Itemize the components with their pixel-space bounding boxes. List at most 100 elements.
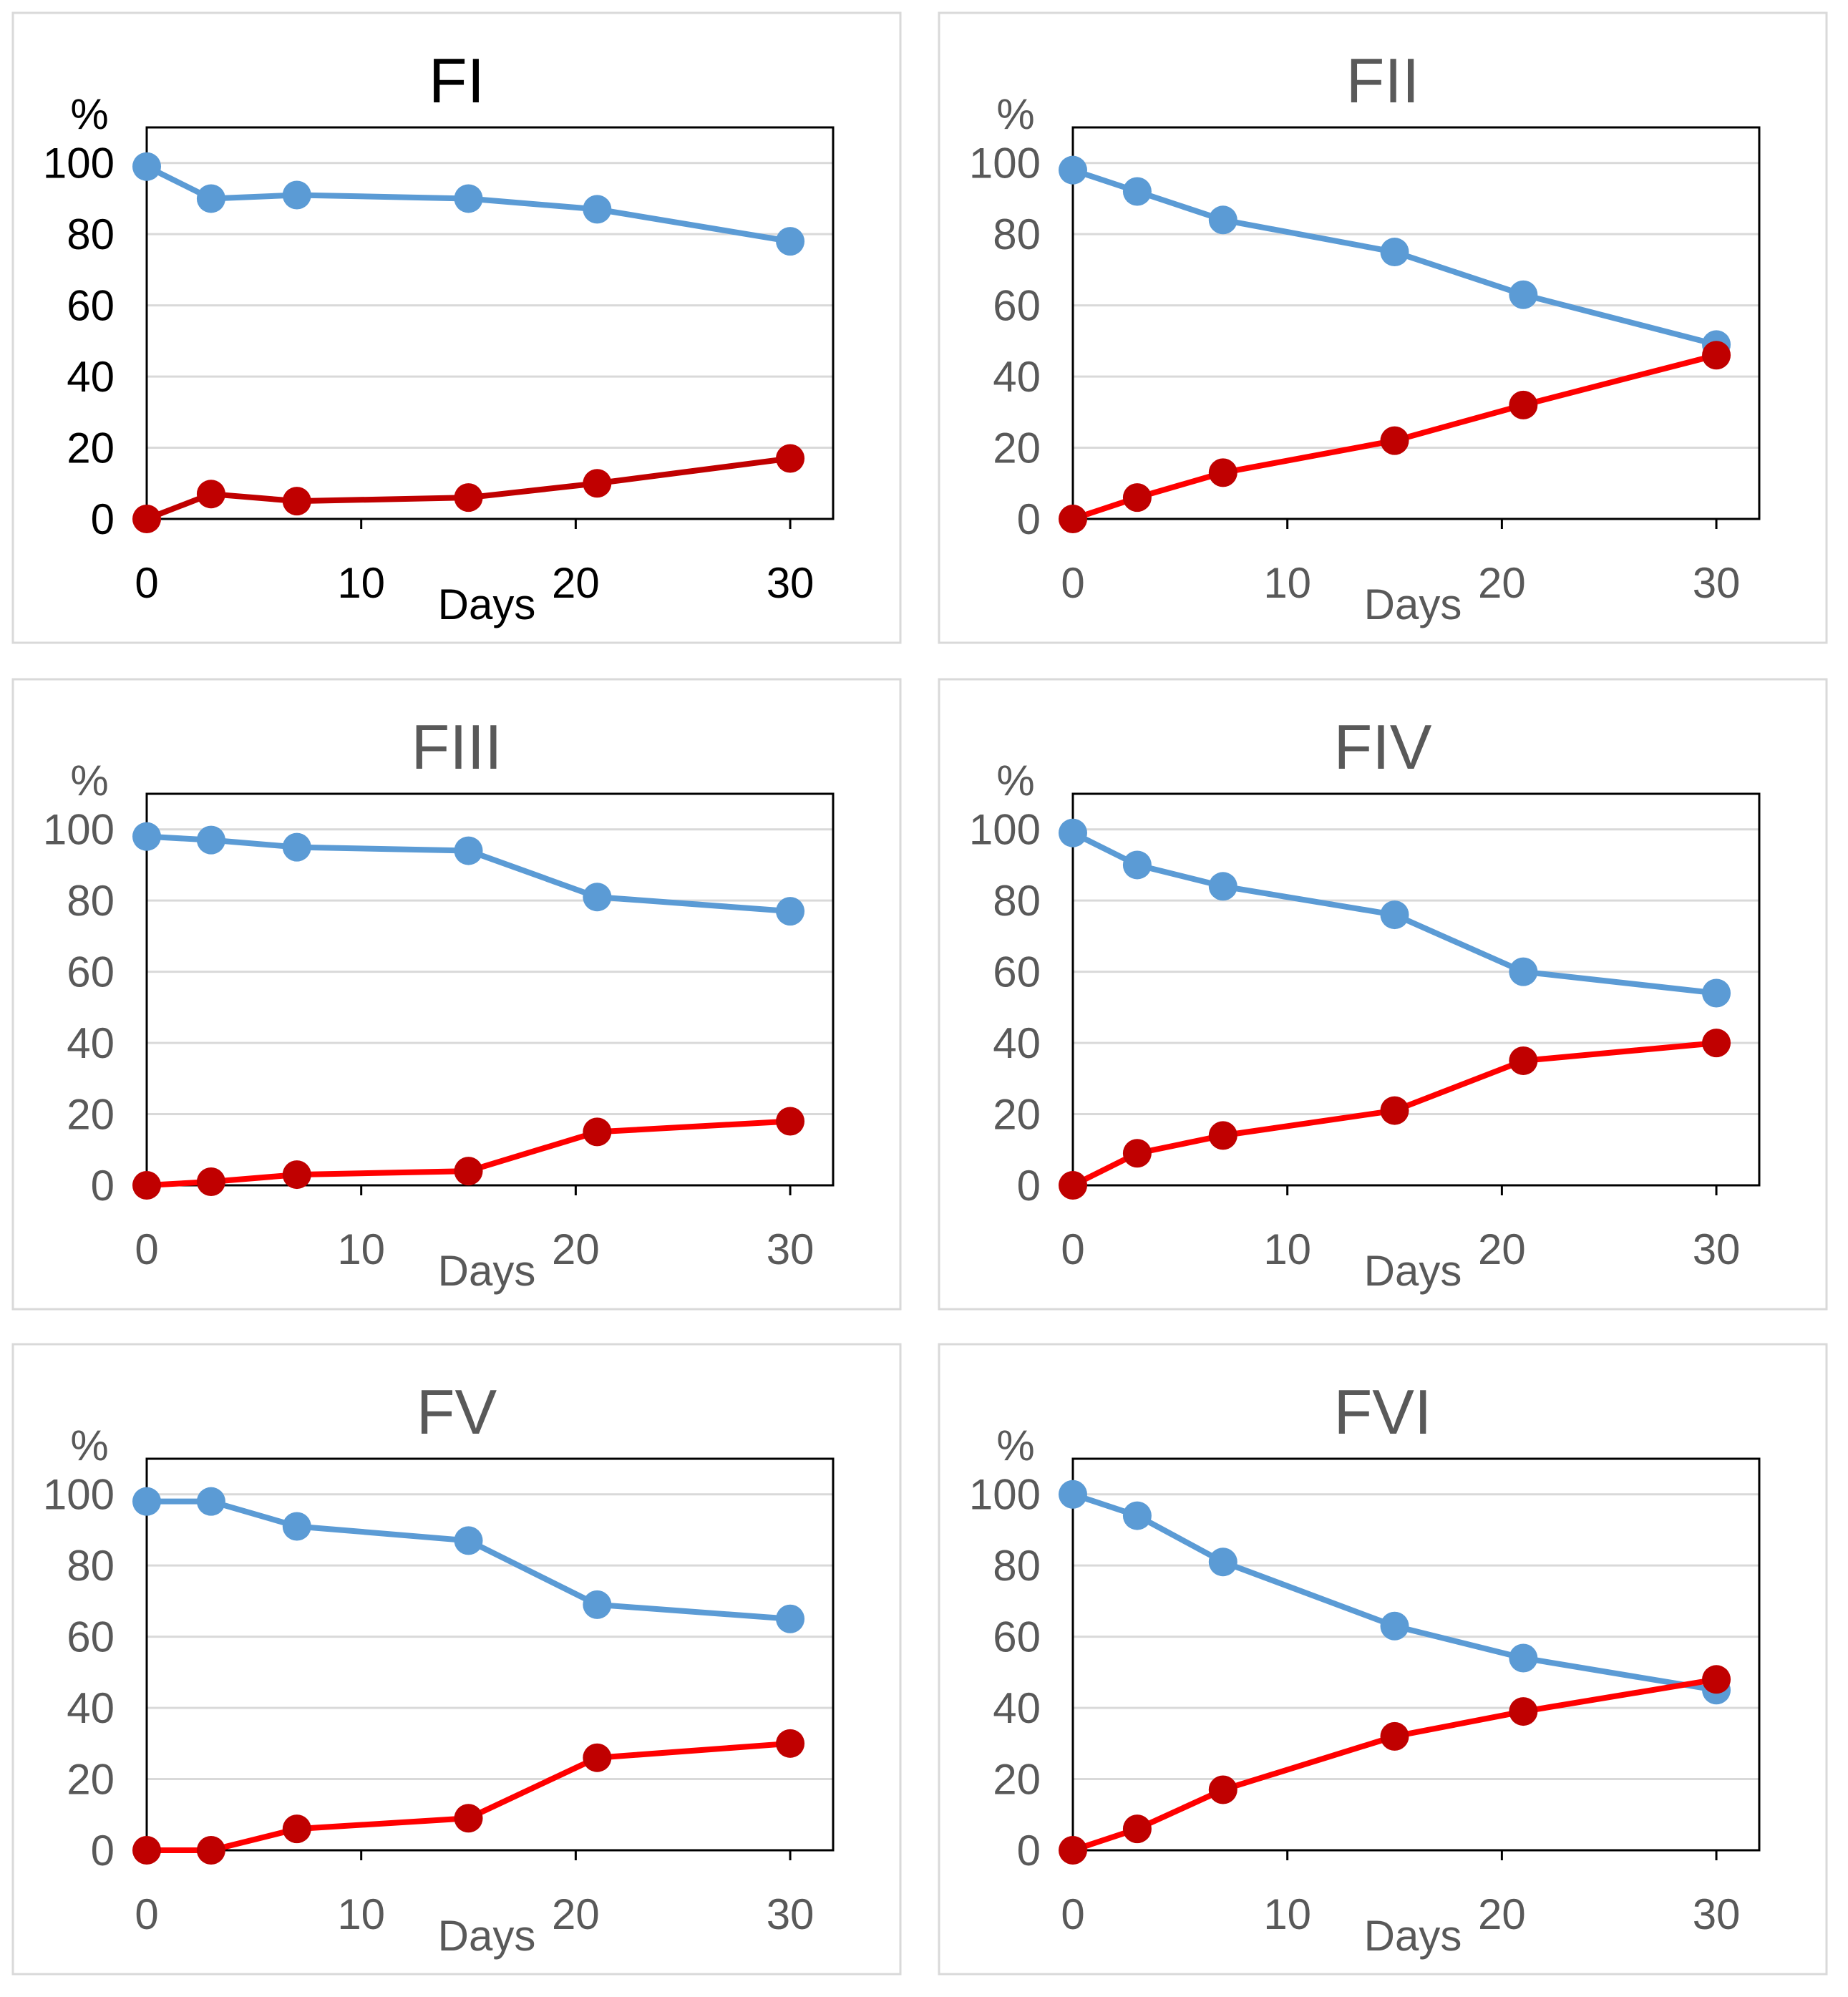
y-tick-label: 100 [43, 806, 115, 854]
data-point-blue [1059, 818, 1087, 847]
data-point-red [1702, 1665, 1731, 1694]
plot-area [1071, 126, 1761, 520]
panel-border [11, 1343, 902, 1976]
data-point-blue [1208, 872, 1237, 901]
data-point-red [776, 444, 805, 473]
data-point-blue [196, 1487, 225, 1516]
data-point-blue [776, 1604, 805, 1633]
plot-area [1071, 792, 1761, 1187]
y-tick-label: 0 [91, 1162, 115, 1210]
y-tick-label: 100 [969, 1471, 1041, 1519]
data-point-red [776, 1729, 805, 1758]
data-point-blue [282, 1512, 311, 1541]
data-point-red [454, 1804, 483, 1833]
data-point-red [1059, 1836, 1087, 1865]
data-point-red [1208, 1121, 1237, 1150]
data-point-red [1122, 483, 1152, 512]
x-tick-label: 10 [337, 1890, 385, 1938]
x-tick-label: 10 [1263, 1890, 1311, 1938]
x-tick-label: 0 [1061, 1225, 1084, 1273]
panel-border [11, 11, 902, 644]
x-tick-label: 0 [1061, 559, 1084, 607]
data-point-red [1122, 1814, 1152, 1844]
x-tick-label: 30 [1693, 1890, 1741, 1938]
data-point-blue [132, 1487, 161, 1516]
panel-border [938, 11, 1828, 644]
y-tick-label: 60 [993, 282, 1041, 330]
data-point-red [132, 505, 161, 533]
chart-title: FVI [1334, 1376, 1432, 1447]
y-tick-label: 20 [993, 1091, 1041, 1139]
x-tick-label: 20 [1478, 559, 1526, 607]
data-point-red [1380, 426, 1409, 455]
panel-border [11, 678, 902, 1311]
chart-panel-FVI: 0 20 40 60 80 100 0 10 20 30 FVI% Days [938, 1343, 1828, 1976]
y-tick-label: 20 [67, 1756, 115, 1804]
y-axis-label: % [996, 1422, 1034, 1469]
data-point-red [1122, 1139, 1152, 1168]
y-tick-label: 0 [1017, 1162, 1041, 1210]
y-tick-label: 40 [993, 1019, 1041, 1067]
data-point-blue [776, 227, 805, 256]
x-tick-label: 0 [1061, 1890, 1084, 1938]
data-point-red [454, 483, 483, 512]
data-point-blue [1509, 957, 1538, 986]
y-tick-label: 100 [43, 1471, 115, 1519]
x-tick-label: 10 [337, 1225, 385, 1273]
chart-panel-FV: 0 20 40 60 80 100 0 10 20 30 FV% Days [11, 1343, 902, 1976]
data-point-red [1208, 1775, 1237, 1804]
plot-area [145, 792, 835, 1187]
data-point-blue [583, 195, 612, 224]
data-point-blue [583, 883, 612, 912]
data-point-blue [1208, 205, 1237, 235]
x-tick-label: 30 [767, 559, 814, 607]
chart-title: FIII [411, 711, 502, 782]
y-tick-label: 20 [67, 1091, 115, 1139]
data-point-red [132, 1171, 161, 1200]
data-point-blue [1380, 238, 1409, 267]
data-point-blue [454, 836, 483, 865]
x-tick-label: 0 [135, 559, 158, 607]
data-point-blue [1122, 1501, 1152, 1530]
data-point-blue [282, 180, 311, 210]
x-tick-label: 20 [1478, 1890, 1526, 1938]
y-tick-label: 80 [67, 210, 115, 258]
x-tick-label: 0 [135, 1890, 158, 1938]
y-tick-label: 80 [993, 1542, 1041, 1590]
data-point-blue [1059, 1479, 1087, 1509]
y-tick-label: 20 [67, 424, 115, 472]
data-point-red [196, 1167, 225, 1197]
y-axis-label: % [996, 757, 1034, 805]
data-point-red [282, 487, 311, 516]
x-axis-label: Days [1364, 580, 1462, 628]
data-point-red [1380, 1721, 1409, 1751]
data-point-blue [1380, 1611, 1409, 1641]
y-tick-label: 40 [67, 1684, 115, 1732]
y-tick-label: 100 [43, 140, 115, 188]
y-tick-label: 100 [969, 806, 1041, 854]
x-tick-label: 10 [1263, 1225, 1311, 1273]
chart-panel-FII: 0 20 40 60 80 100 0 10 20 30 FII% Days [938, 11, 1828, 644]
plot-area [1071, 1457, 1761, 1852]
y-axis-label: % [70, 90, 108, 138]
chart-panel-FIII: 0 20 40 60 80 100 0 10 20 30 FIII% Days [11, 678, 902, 1311]
data-point-blue [1122, 850, 1152, 880]
data-point-blue [1059, 155, 1087, 185]
x-tick-label: 30 [1693, 559, 1741, 607]
data-point-blue [132, 822, 161, 851]
y-tick-label: 60 [67, 1613, 115, 1661]
data-point-blue [1122, 177, 1152, 206]
plot-area [145, 1457, 835, 1852]
chart-title: FIV [1334, 711, 1432, 782]
y-tick-label: 0 [91, 495, 115, 543]
x-axis-label: Days [1364, 1247, 1462, 1295]
y-tick-label: 60 [993, 948, 1041, 996]
x-tick-label: 10 [337, 559, 385, 607]
data-point-blue [1208, 1547, 1237, 1577]
data-point-blue [1509, 1643, 1538, 1673]
y-tick-label: 60 [67, 948, 115, 996]
data-point-blue [196, 825, 225, 855]
y-tick-label: 80 [993, 210, 1041, 258]
x-tick-label: 20 [1478, 1225, 1526, 1273]
